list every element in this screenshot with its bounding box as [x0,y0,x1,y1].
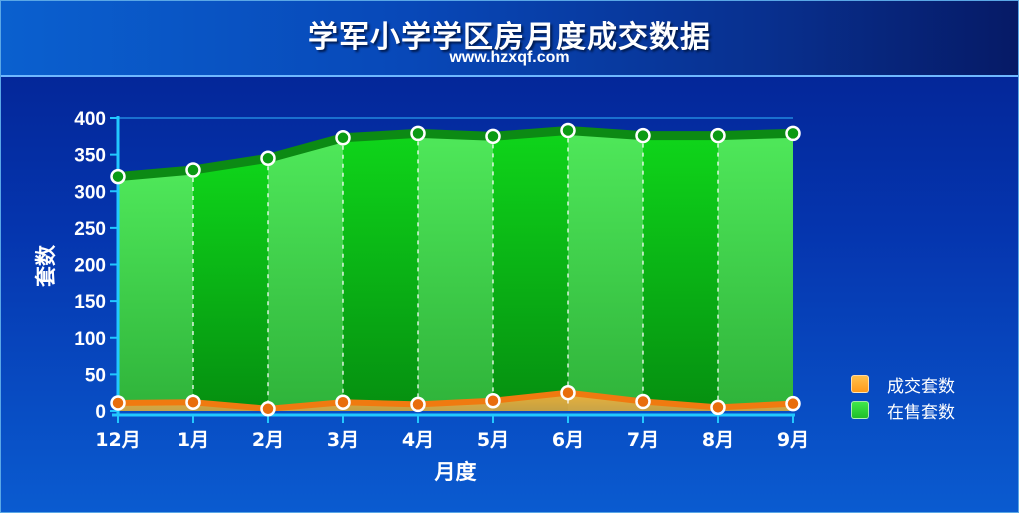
stock-area-band [493,130,568,411]
y-tick-label: 150 [74,292,106,313]
legend-item-sale: 成交套数 [851,371,955,397]
x-axis-title: 月度 [434,460,477,484]
sale-point [260,401,276,417]
sale-line [117,389,794,412]
stock-line [117,125,794,182]
chart-title: 学军小学学区房月度成交数据 [308,20,711,55]
x-tick-label: 4月 [402,429,434,451]
y-tick-label: 50 [85,365,106,386]
stock-point [710,127,726,144]
chart-subtitle: www.hzxqf.com [449,49,570,66]
sale-point [335,394,351,410]
stock-point [410,125,426,142]
legend-label-sale: 成交套数 [887,376,955,397]
y-tick-label: 250 [74,219,106,240]
sale-point [185,394,201,410]
sale-area [118,392,793,411]
stock-area-band [568,130,643,411]
sale-point [635,393,651,410]
x-tick-label: 3月 [327,429,359,451]
x-tick-label: 1月 [177,429,209,451]
x-tick-label: 7月 [627,429,659,451]
stock-point [560,122,576,139]
stock-point [260,150,276,167]
stock-point [785,125,801,142]
stock-area-band [718,133,793,411]
sale-point [710,399,726,416]
stock-point [485,128,501,145]
y-tick-label: 300 [74,182,106,203]
y-tick-label: 100 [74,329,106,350]
sale-point [110,395,126,411]
stock-area-band [193,158,268,411]
legend: 成交套数 在售套数 [851,371,955,423]
stock-area-band [118,170,193,411]
sale-point [485,392,501,409]
sale-point [410,396,426,413]
y-tick-label: 0 [95,402,106,423]
stock-point [110,168,126,185]
sale-point [560,384,576,401]
legend-label-stock: 在售套数 [887,402,955,423]
y-tick-label: 350 [74,146,106,167]
stock-area-band [268,137,343,411]
x-tick-label: 9月 [777,429,809,451]
stock-area-band [643,135,718,411]
y-tick-label: 400 [74,109,106,130]
x-tick-label: 5月 [477,429,509,451]
x-tick-label: 12月 [95,429,140,451]
legend-swatch-stock [851,401,869,419]
legend-swatch-sale [851,375,869,393]
sale-point [785,395,801,412]
y-tick-label: 200 [74,256,106,277]
y-axis-title: 套数 [34,244,58,287]
x-tick-label: 8月 [702,429,734,451]
legend-item-stock: 在售套数 [851,397,955,423]
header-bar: 学军小学学区房月度成交数据 www.hzxqf.com [1,1,1018,77]
stock-area-band [343,133,418,411]
stock-point [635,127,651,144]
stock-point [335,130,351,146]
x-tick-label: 2月 [252,429,284,451]
stock-area-band [418,133,493,411]
x-tick-label: 6月 [552,429,584,451]
stock-point [185,162,201,178]
